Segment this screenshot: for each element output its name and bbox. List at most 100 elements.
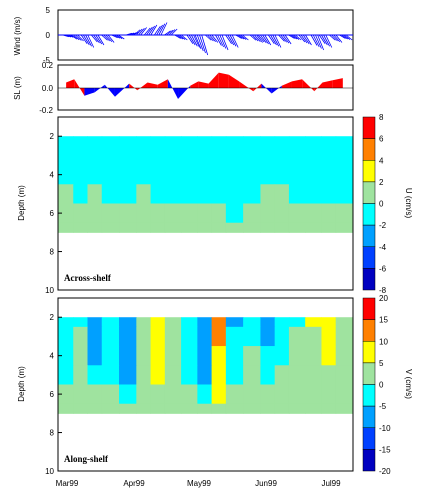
heatmap-cell <box>150 346 166 366</box>
colorbar-swatch <box>362 138 376 161</box>
heatmap-cell <box>211 145 227 166</box>
sealevel-segment <box>137 82 148 91</box>
heatmap-cell <box>288 403 306 414</box>
heatmap-cell <box>225 165 244 185</box>
heatmap-cell <box>260 222 276 233</box>
heatmap-cell <box>181 326 198 347</box>
heatmap-cell <box>58 222 74 233</box>
heatmap-cell <box>136 317 152 328</box>
sealevel-segment <box>84 88 95 96</box>
across-yticks: 2 4 6 8 10 <box>45 132 62 295</box>
wind-stick <box>160 22 168 36</box>
heatmap-cell <box>150 384 166 405</box>
heatmap-cell <box>274 136 290 147</box>
heatmap-cell <box>164 384 182 405</box>
heatmap-cell <box>101 184 120 204</box>
wind-stick <box>168 29 176 36</box>
heatmap-cell <box>305 317 322 328</box>
heatmap-cell <box>181 365 198 385</box>
heatmap-cell <box>197 203 213 224</box>
wind-stick <box>217 34 224 48</box>
wind-stick <box>207 34 214 42</box>
heatmap-cell <box>136 165 152 185</box>
wind-stick <box>158 23 166 36</box>
sealevel-ylabel: SL (m) <box>13 76 22 100</box>
heatmap-cell <box>87 403 103 414</box>
heatmap-cell <box>243 184 261 204</box>
heatmap-cell <box>305 346 322 366</box>
heatmap-cell <box>274 403 290 414</box>
sl-ytick-top: 0.2 <box>42 61 54 70</box>
heatmap-cell <box>58 326 74 347</box>
wind-stick <box>113 34 121 39</box>
heatmap-cell <box>101 384 120 405</box>
heatmap-cell <box>211 165 227 185</box>
heatmap-cell <box>150 165 166 185</box>
wind-stick <box>264 34 272 46</box>
heatmap-cell <box>260 384 276 405</box>
heatmap-cell <box>197 222 213 233</box>
heatmap-cell <box>73 326 88 347</box>
heatmap-cell <box>243 222 261 233</box>
heatmap-cell <box>260 184 276 204</box>
heatmap-cell <box>119 365 137 385</box>
ytick-label: 10 <box>45 286 54 295</box>
wind-stick <box>272 34 280 47</box>
heatmap-cell <box>181 317 198 328</box>
wind-stick <box>186 34 194 44</box>
sealevel-frame <box>57 64 354 111</box>
heatmap-cell <box>164 365 182 385</box>
heatmap-cell <box>335 184 354 204</box>
wind-stick <box>331 34 338 42</box>
heatmap-cell <box>136 346 152 366</box>
ytick-label: 8 <box>50 429 55 438</box>
wind-stick <box>310 34 318 46</box>
across-shelf-panel: 2 4 6 8 10 Depth (m) Across-shelf 8 6 4 2 0 -2 -4 -… <box>17 113 413 295</box>
sealevel-segment <box>291 79 303 88</box>
heatmap-cell <box>164 145 182 166</box>
wind-stick <box>284 34 292 45</box>
heatmap-cell <box>321 203 337 224</box>
x-axis: Mar99 Apr99 May99 Jun99 Jul99 <box>56 479 341 488</box>
ytick-label: 4 <box>50 171 55 180</box>
heatmap-cell <box>288 365 306 385</box>
across-frame-border <box>57 116 354 291</box>
heatmap-cell <box>136 326 152 347</box>
xtick-may: May99 <box>187 479 212 488</box>
heatmap-cell <box>73 184 88 204</box>
heatmap-cell <box>335 222 354 233</box>
heatmap-cell <box>87 203 103 224</box>
wind-stick <box>229 34 237 47</box>
wind-stick <box>80 34 88 44</box>
heatmap-cell <box>101 145 120 166</box>
wind-stick <box>178 34 186 40</box>
colorbar-tick-label: -6 <box>379 264 387 273</box>
heatmap-cell <box>305 165 322 185</box>
heatmap-cell <box>58 184 74 204</box>
wind-stick <box>249 34 257 41</box>
sealevel-segment <box>157 79 168 88</box>
colorbar-swatch <box>362 319 376 342</box>
heatmap-cell <box>288 317 306 328</box>
sealevel-segment <box>218 72 229 88</box>
wind-stick <box>242 34 249 41</box>
heatmap-cell <box>274 145 290 166</box>
heatmap-cell <box>87 136 103 147</box>
ytick-label: 4 <box>50 352 55 361</box>
heatmap-cell <box>243 317 261 328</box>
heatmap-cell <box>150 145 166 166</box>
heatmap-cell <box>164 184 182 204</box>
heatmap-cell <box>225 136 244 147</box>
heatmap-cell <box>211 326 227 347</box>
across-panel-label: Across-shelf <box>64 273 112 283</box>
wind-stick <box>254 34 261 43</box>
colorbar-tick-label: -20 <box>379 467 391 476</box>
heatmap-cell <box>335 145 354 166</box>
wind-stick <box>318 34 326 44</box>
heatmap-cell <box>136 384 152 405</box>
wind-stick <box>125 32 133 36</box>
heatmap-cell <box>101 203 120 224</box>
heatmap-cell <box>243 403 261 414</box>
heatmap-cell <box>136 184 152 204</box>
